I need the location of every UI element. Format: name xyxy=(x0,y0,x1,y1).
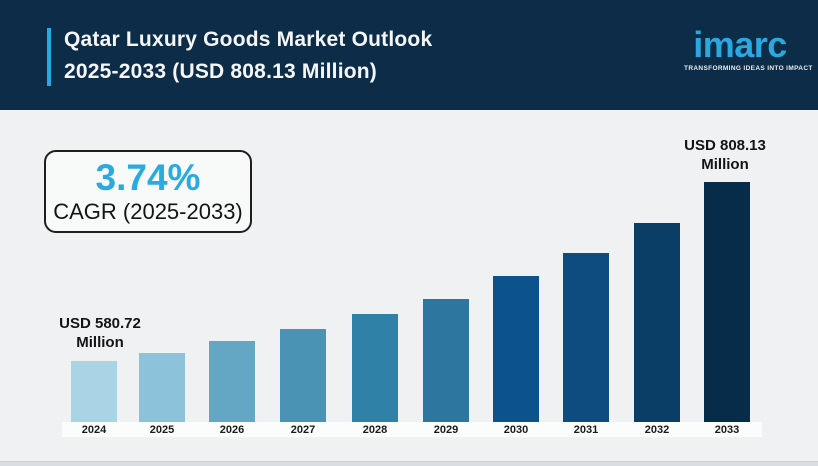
bar-2029 xyxy=(423,299,469,422)
bar-2033 xyxy=(704,182,750,422)
start-value-line2: Million xyxy=(76,334,124,351)
end-value-annotation: USD 808.13 Million xyxy=(664,136,786,174)
year-label-2029: 2029 xyxy=(433,424,459,436)
page-title-line2: 2025-2033 (USD 808.13 Million) xyxy=(64,60,377,83)
bar-2030 xyxy=(493,276,539,422)
year-label-2033: 2033 xyxy=(714,424,740,436)
year-label-2024: 2024 xyxy=(81,424,107,436)
bar-2026 xyxy=(209,341,255,422)
bar-2025 xyxy=(139,353,185,422)
page-title: Qatar Luxury Goods Market Outlook 2025-2… xyxy=(64,24,624,88)
year-label-2032: 2032 xyxy=(644,424,670,436)
title-accent-bar xyxy=(47,28,51,86)
header-band: Qatar Luxury Goods Market Outlook 2025-2… xyxy=(0,0,818,110)
imarc-logo: imarc TRANSFORMING IDEAS INTO IMPACT xyxy=(684,24,813,73)
page-title-line1: Qatar Luxury Goods Market Outlook xyxy=(64,28,433,51)
bar-2032 xyxy=(634,223,680,422)
end-value-line2: Million xyxy=(701,156,749,173)
end-value-line1: USD 808.13 xyxy=(684,137,766,154)
year-label-2031: 2031 xyxy=(573,424,599,436)
bar-2028 xyxy=(352,314,398,422)
year-label-2028: 2028 xyxy=(362,424,388,436)
bar-2031 xyxy=(563,253,609,422)
year-label-2026: 2026 xyxy=(219,424,245,436)
imarc-logo-wordmark: imarc xyxy=(693,24,787,65)
year-label-2027: 2027 xyxy=(290,424,316,436)
cagr-label: CAGR (2025-2033) xyxy=(53,199,243,224)
cagr-callout-box: 3.74% CAGR (2025-2033) xyxy=(44,150,252,233)
bar-2027 xyxy=(280,329,326,422)
chart-axis-strip xyxy=(62,422,762,437)
bar-2024 xyxy=(71,361,117,422)
start-value-annotation: USD 580.72 Million xyxy=(39,314,161,352)
cagr-value: 3.74% xyxy=(95,157,201,198)
year-label-2030: 2030 xyxy=(503,424,529,436)
year-label-2025: 2025 xyxy=(149,424,175,436)
imarc-logo-tagline: TRANSFORMING IDEAS INTO IMPACT xyxy=(684,65,813,72)
start-value-line1: USD 580.72 xyxy=(59,315,141,332)
bottom-edge-strip xyxy=(0,461,818,466)
